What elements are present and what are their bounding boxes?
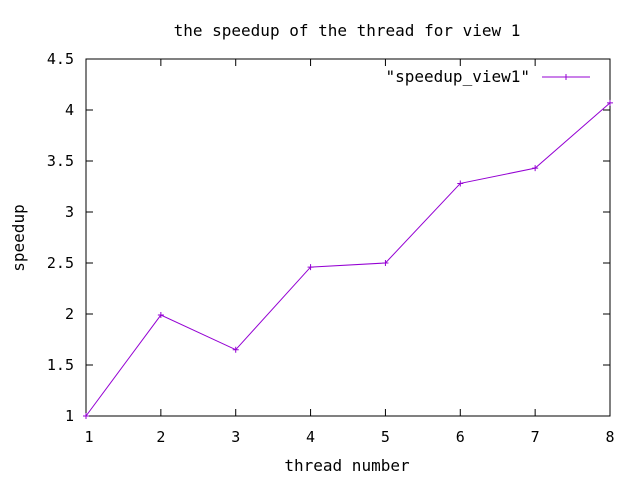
- y-axis-ticks: 1 1.5 2 2.5 3 3.5 4 4.5: [47, 50, 610, 425]
- x-axis-ticks: 1 2 3 4 5 6 7 8: [84, 59, 615, 446]
- x-tick-label-4: 4: [306, 428, 315, 446]
- series-line-speedup-view1: [85, 102, 611, 417]
- x-tick-label-3: 3: [231, 428, 240, 446]
- x-tick-label-6: 6: [456, 428, 465, 446]
- x-tick-label-1: 1: [84, 428, 93, 446]
- chart-title: the speedup of the thread for view 1: [174, 21, 521, 40]
- x-tick-label-7: 7: [531, 428, 540, 446]
- data-point-thread-8: [607, 99, 613, 106]
- y-tick-label-2: 2: [65, 305, 74, 323]
- data-point-thread-3: [232, 346, 239, 353]
- y-tick-label-3: 3: [65, 203, 74, 221]
- data-point-thread-2: [157, 312, 164, 319]
- legend-marker-speedup-view1: [563, 74, 569, 80]
- plot-frame: [85, 58, 611, 417]
- y-tick-label-3-5: 3.5: [47, 152, 74, 170]
- x-axis-label: thread number: [284, 456, 410, 475]
- data-point-thread-4: [307, 264, 314, 271]
- data-point-thread-6: [457, 180, 464, 187]
- x-tick-label-2: 2: [156, 428, 165, 446]
- data-point-thread-1: [83, 413, 89, 419]
- y-tick-label-4-5: 4.5: [47, 50, 74, 68]
- y-tick-label-1: 1: [65, 407, 74, 425]
- x-tick-label-8: 8: [605, 428, 614, 446]
- y-axis-label: speedup: [9, 204, 28, 271]
- data-point-thread-5: [382, 260, 389, 266]
- data-point-thread-7: [532, 165, 539, 172]
- legend: "speedup_view1": [386, 67, 590, 86]
- y-tick-label-2-5: 2.5: [47, 254, 74, 272]
- y-tick-label-4: 4: [65, 101, 74, 119]
- legend-label-speedup-view1: "speedup_view1": [386, 67, 531, 86]
- x-tick-label-5: 5: [381, 428, 390, 446]
- y-tick-label-1-5: 1.5: [47, 356, 74, 374]
- series-layer: [83, 99, 613, 419]
